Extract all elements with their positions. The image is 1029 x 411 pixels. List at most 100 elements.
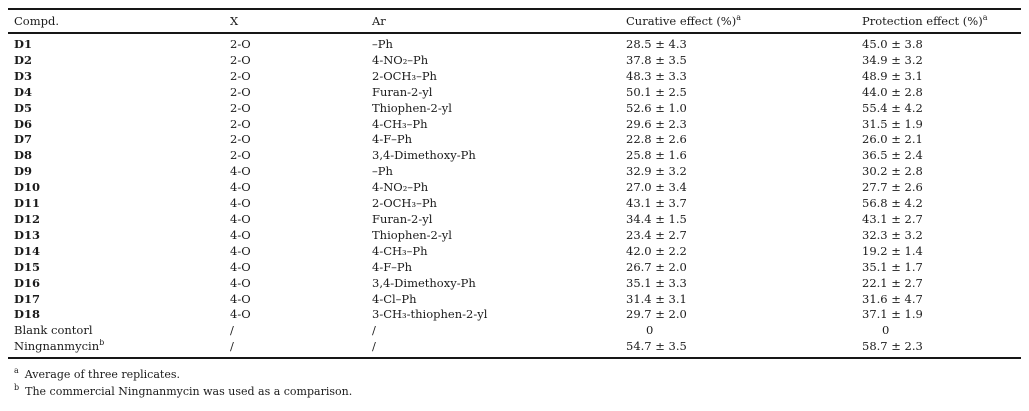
compound-cell: D6 <box>8 117 224 133</box>
protection-effect-value: 56.8 ± 4.2 <box>862 196 923 211</box>
compound-name: D7 <box>14 132 32 147</box>
curative-effect-value: 31.4 ± 3.1 <box>626 291 687 306</box>
col-header-compd: Compd. <box>8 8 224 34</box>
compound-cell: D13 <box>8 228 224 244</box>
curative-effect-value: 43.1 ± 3.7 <box>626 196 687 211</box>
table-header: Compd. X Ar Curative effect (%)a Protect… <box>8 8 1021 34</box>
ar-group: 4-Cl–Ph <box>372 291 417 306</box>
col-header-footnote-marker: a <box>736 13 741 23</box>
curative-effect-value: 26.7 ± 2.0 <box>626 259 687 274</box>
table-row: D18 4-O 3-CH₃-thiophen-2-yl 29.7 ± 2.0 3… <box>8 307 1021 323</box>
compound-cell: D18 <box>8 307 224 323</box>
curative-effect-value: 29.7 ± 2.0 <box>626 307 687 322</box>
curative-effect-value: 42.0 ± 2.2 <box>626 243 687 258</box>
ar-group: 2-OCH₃–Ph <box>372 68 437 83</box>
curative-effect-value: 34.4 ± 1.5 <box>626 211 687 226</box>
table-row: Ningnanmycinb / / 54.7 ± 3.5 58.7 ± 2.3 <box>8 339 1021 360</box>
protection-effect-value: 45.0 ± 3.8 <box>862 37 923 51</box>
ar-group: Furan-2-yl <box>372 211 433 226</box>
x-value: 2-O <box>230 68 251 83</box>
ar-group: 4-CH₃–Ph <box>372 116 428 131</box>
curative-effect-value: 50.1 ± 2.5 <box>626 84 687 99</box>
ar-group: 4-NO₂–Ph <box>372 52 429 67</box>
compound-cell: Ningnanmycinb <box>8 339 224 360</box>
curative-effect-value: 35.1 ± 3.3 <box>626 275 687 290</box>
footnotes: a Average of three replicates. b The comme… <box>8 366 1021 400</box>
curative-effect-value: 48.3 ± 3.3 <box>626 68 687 83</box>
protection-effect-value: 31.6 ± 4.7 <box>862 291 923 306</box>
table-row: D10 4-O 4-NO₂–Ph 27.0 ± 3.4 27.7 ± 2.6 <box>8 180 1021 196</box>
compound-name: D2 <box>14 52 32 67</box>
compound-name: D10 <box>14 180 40 195</box>
table-row: D3 2-O 2-OCH₃–Ph 48.3 ± 3.3 48.9 ± 3.1 <box>8 69 1021 85</box>
ar-group: Furan-2-yl <box>372 84 433 99</box>
compound-name: D14 <box>14 243 40 258</box>
x-value: 2-O <box>230 100 251 115</box>
col-header-x: X <box>224 8 366 34</box>
compound-cell: D10 <box>8 180 224 196</box>
protection-effect-value: 36.5 ± 2.4 <box>862 148 923 163</box>
x-value: 2-O <box>230 37 251 51</box>
ar-group: / <box>366 339 620 360</box>
footnote-marker: a <box>14 366 19 376</box>
compound-name: D12 <box>14 211 40 226</box>
col-header-label: Compd. <box>14 14 60 28</box>
protection-effect-value: 37.1 ± 1.9 <box>862 307 923 322</box>
curative-effect-value: 28.5 ± 4.3 <box>626 37 687 51</box>
x-value: 4-O <box>230 243 251 258</box>
table-row: D14 4-O 4-CH₃–Ph 42.0 ± 2.2 19.2 ± 1.4 <box>8 244 1021 260</box>
protection-effect-value: 43.1 ± 2.7 <box>862 211 923 226</box>
table-row: D2 2-O 4-NO₂–Ph 37.8 ± 3.5 34.9 ± 3.2 <box>8 53 1021 69</box>
curative-effect-value: 29.6 ± 2.3 <box>626 116 687 131</box>
table-row: D9 4-O –Ph 32.9 ± 3.2 30.2 ± 2.8 <box>8 164 1021 180</box>
protection-effect-value: 22.1 ± 2.7 <box>862 275 923 290</box>
col-header-label: Protection effect (%) <box>862 14 983 28</box>
compound-cell: D8 <box>8 148 224 164</box>
compound-cell: D15 <box>8 260 224 276</box>
compound-cell: D4 <box>8 85 224 101</box>
table-row: D17 4-O 4-Cl–Ph 31.4 ± 3.1 31.6 ± 4.7 <box>8 292 1021 308</box>
x-value: 4-O <box>230 196 251 211</box>
ar-group: Thiophen-2-yl <box>372 100 452 115</box>
table-row: D16 4-O 3,4-Dimethoxy-Ph 35.1 ± 3.3 22.1… <box>8 276 1021 292</box>
col-header-label: Ar <box>372 14 386 28</box>
table-row: D6 2-O 4-CH₃–Ph 29.6 ± 2.3 31.5 ± 1.9 <box>8 117 1021 133</box>
compound-name: D18 <box>14 307 40 322</box>
curative-effect-value: 32.9 ± 3.2 <box>626 164 687 179</box>
ar-group: 3,4-Dimethoxy-Ph <box>372 275 476 290</box>
compound-name: D1 <box>14 37 32 51</box>
ar-group: 4-F–Ph <box>372 132 413 147</box>
footnote-marker: b <box>14 383 20 393</box>
protection-effect-value: 19.2 ± 1.4 <box>862 243 923 258</box>
curative-effect-value: 23.4 ± 2.7 <box>626 227 687 242</box>
table-row: D5 2-O Thiophen-2-yl 52.6 ± 1.0 55.4 ± 4… <box>8 101 1021 117</box>
compound-name: D9 <box>14 164 32 179</box>
curative-effect-value: 22.8 ± 2.6 <box>626 132 687 147</box>
compound-cell: D17 <box>8 292 224 308</box>
table-row: D1 2-O –Ph 28.5 ± 4.3 45.0 ± 3.8 <box>8 33 1021 53</box>
x-value: 4-O <box>230 307 251 322</box>
protection-effect-value: 48.9 ± 3.1 <box>862 68 923 83</box>
x-value: 4-O <box>230 275 251 290</box>
ar-group: –Ph <box>372 164 393 179</box>
compound-cell: Blank contorl <box>8 323 224 339</box>
compound-name: D8 <box>14 148 32 163</box>
header-row: Compd. X Ar Curative effect (%)a Protect… <box>8 8 1021 34</box>
compound-name: Blank contorl <box>14 323 93 338</box>
col-header-label: Curative effect (%) <box>626 14 737 28</box>
x-value: 2-O <box>230 52 251 67</box>
footnote-text: Average of three replicates. <box>24 368 180 382</box>
footnote-a: a Average of three replicates. <box>14 366 1021 383</box>
col-header-curative-effect: Curative effect (%)a <box>620 8 856 34</box>
x-value: 4-O <box>230 259 251 274</box>
footnote-b: b The commercial Ningnanmycin was used as… <box>14 383 1021 400</box>
protection-effect-value: 31.5 ± 1.9 <box>862 116 923 131</box>
compound-name: D13 <box>14 227 40 242</box>
results-table: Compd. X Ar Curative effect (%)a Protect… <box>8 8 1021 360</box>
curative-effect-value: 54.7 ± 3.5 <box>620 339 856 360</box>
table-row: D11 4-O 2-OCH₃–Ph 43.1 ± 3.7 56.8 ± 4.2 <box>8 196 1021 212</box>
ar-group: 3,4-Dimethoxy-Ph <box>372 148 476 163</box>
compound-cell: D5 <box>8 101 224 117</box>
compound-name: Ningnanmycin <box>14 339 100 354</box>
